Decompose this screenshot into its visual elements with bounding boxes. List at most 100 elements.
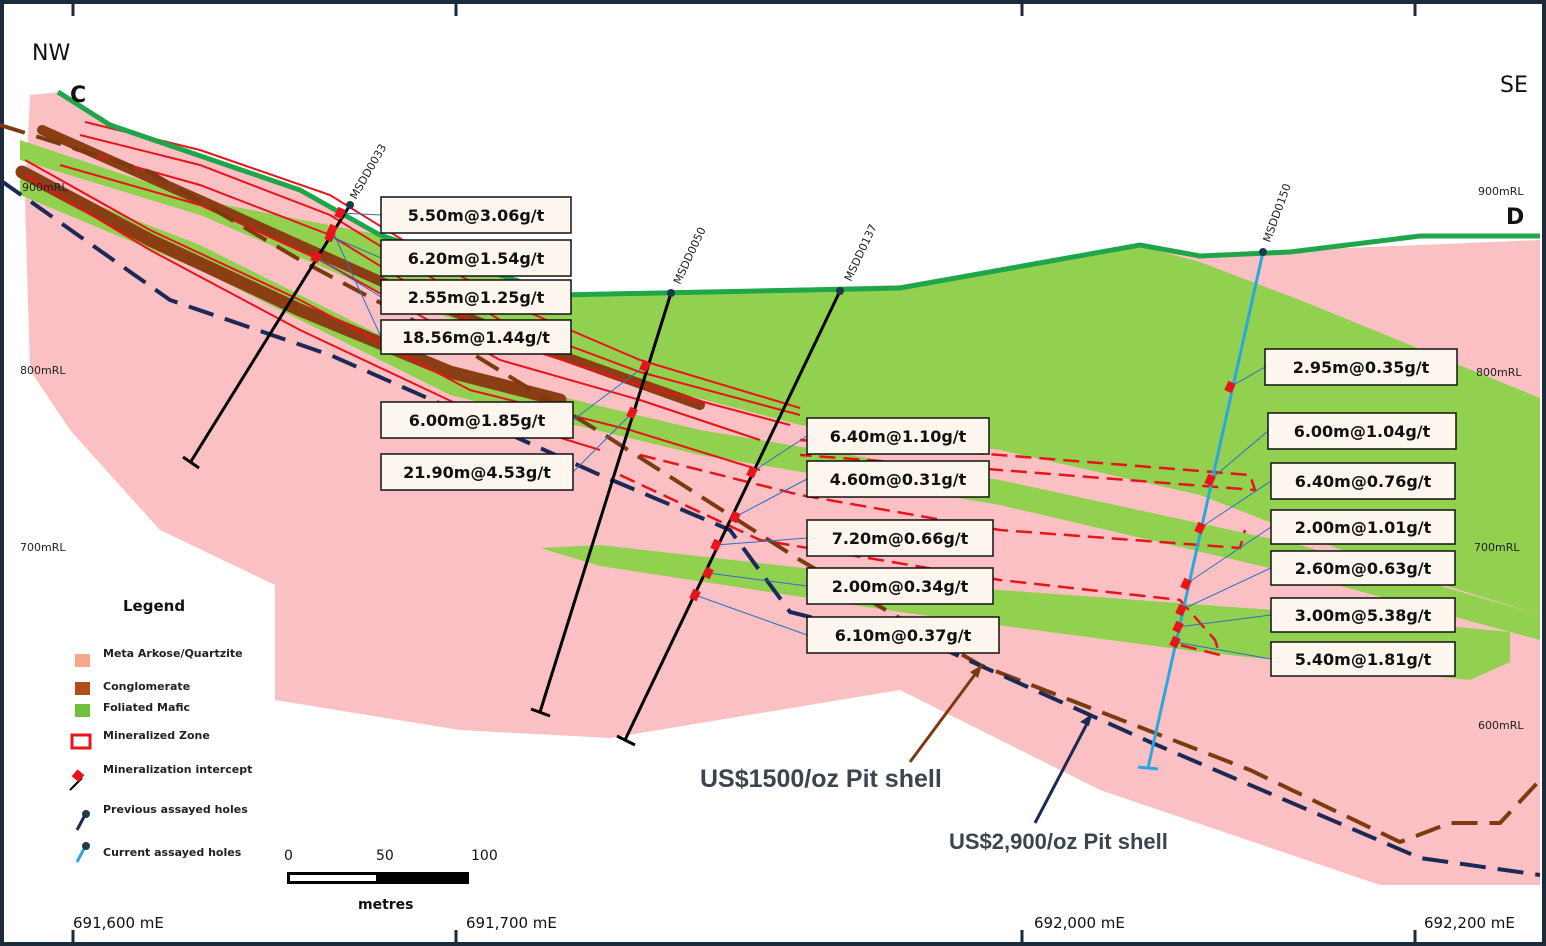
intercept-label: 2.00m@1.01g/t [1295, 518, 1432, 537]
intercept-leader [1199, 480, 1272, 529]
legend-swatch [75, 654, 90, 667]
intercept-leader [1209, 430, 1269, 481]
intercept-leader [1180, 567, 1272, 611]
intercept-box [806, 616, 1000, 654]
intercept-leader [707, 572, 808, 587]
legend-item: Current assayed holes [103, 846, 242, 859]
legend-item: Foliated Mafic [103, 701, 190, 714]
intercept-label: 2.60m@0.63g/t [1295, 559, 1432, 578]
intercept-leader [339, 212, 382, 216]
intercept-leader [572, 412, 633, 473]
legend-item: Conglomerate [103, 680, 190, 693]
intercept-box [380, 196, 572, 234]
intercept-leader [1174, 641, 1272, 660]
easting-label: 692,200 mE [1424, 914, 1515, 932]
section-end: D [1506, 205, 1524, 230]
intercept-label: 6.40m@0.76g/t [1295, 472, 1432, 491]
foliated-mafic-lower [540, 545, 1510, 680]
intercept-box [380, 279, 572, 315]
annotation-arrow [970, 665, 982, 678]
annotation-arrow [1033, 717, 1092, 824]
intercept-label: 6.10m@0.37g/t [835, 626, 972, 645]
intercept-label: 18.56m@1.44g/t [402, 328, 550, 347]
intercept-box [380, 319, 572, 355]
intercept-box [1264, 348, 1458, 386]
intercept-label: 4.60m@0.31g/t [830, 470, 967, 489]
elevation-label: 700mRL [20, 541, 66, 554]
legend-swatch [75, 682, 90, 695]
legend-item: Meta Arkose/Quartzite [103, 647, 243, 660]
intercept-box [806, 519, 994, 557]
intercept-label: 3.00m@5.38g/t [1295, 606, 1432, 625]
intercept-label: 6.00m@1.85g/t [409, 411, 546, 430]
intercept-box [1270, 509, 1456, 545]
intercept-label: 7.20m@0.66g/t [832, 529, 969, 548]
scale-tick: 0 [284, 848, 293, 864]
intercept-box [380, 239, 572, 277]
intercept-label: 2.55m@1.25g/t [408, 288, 545, 307]
legend-title: Legend [123, 597, 185, 615]
intercept-box [1267, 412, 1457, 450]
intercept-marker [1169, 635, 1181, 649]
intercept-box [806, 417, 990, 455]
intercept-leader [734, 478, 808, 518]
intercept-box [806, 460, 990, 498]
scale-unit: metres [358, 897, 414, 913]
scale-tick: 100 [471, 848, 498, 864]
legend-item: Mineralized Zone [103, 729, 210, 742]
intercept-leader [331, 229, 382, 338]
intercept-marker [1204, 473, 1216, 487]
intercept-leader [315, 256, 382, 298]
intercept-marker [729, 510, 741, 524]
elevation-label: 900mRL [22, 181, 68, 194]
elevation-label: 800mRL [20, 364, 66, 377]
intercept-box [1270, 550, 1456, 586]
elevation-label: 600mRL [1478, 719, 1524, 732]
intercept-marker [710, 538, 722, 552]
pit-shell-1500 [0, 123, 1542, 845]
intercept-box [1270, 641, 1456, 677]
intercept-label: 2.95m@0.35g/t [1293, 358, 1430, 377]
frame-ticks [71, 4, 1417, 942]
intercept-box [1270, 462, 1456, 500]
legend-swatch [70, 733, 92, 750]
intercept-leader [715, 537, 808, 546]
intercept-marker [626, 406, 638, 420]
intercept-leader [694, 594, 808, 636]
intercept-marker [639, 359, 651, 373]
intercepts: 5.50m@3.06g/t 6.20m@1.54g/t 2.55m@1.25g/t 1… [310, 196, 1458, 677]
intercept-marker [746, 465, 758, 479]
intercept-leader [1185, 526, 1272, 585]
section-start: C [70, 83, 86, 108]
intercept-marker [310, 250, 322, 264]
scale-bar [290, 875, 376, 881]
intercept-leader [751, 435, 808, 473]
annotation-arrow [1080, 714, 1092, 726]
orientation-right: SE [1500, 73, 1528, 98]
intercept-leader [1229, 366, 1266, 388]
elevation-label: 800mRL [1476, 366, 1522, 379]
easting-label: 691,600 mE [73, 914, 164, 932]
intercept-marker [1224, 380, 1236, 394]
annotation: US$1500/oz Pit shell [700, 765, 942, 793]
legend-swatch [75, 704, 90, 717]
intercept-marker [326, 223, 338, 237]
intercept-marker [689, 588, 701, 602]
legend-item: Previous assayed holes [103, 803, 248, 816]
intercept-label: 6.20m@1.54g/t [408, 249, 545, 268]
intercept-label: 21.90m@4.53g/t [403, 463, 551, 482]
easting-label: 692,000 mE [1034, 914, 1125, 932]
elevation-label: 900mRL [1478, 185, 1524, 198]
intercept-leader [1177, 614, 1272, 628]
intercept-marker [334, 206, 346, 220]
intercept-marker [1180, 577, 1192, 591]
legend-swatch [75, 810, 90, 831]
foliated-mafic-band [20, 175, 1540, 640]
legend-swatch [69, 769, 85, 791]
intercept-marker [1175, 603, 1187, 617]
legend-swatch [75, 842, 90, 863]
intercept-box [380, 401, 574, 439]
orientation-left: NW [32, 41, 70, 66]
intercept-box [1270, 597, 1456, 633]
